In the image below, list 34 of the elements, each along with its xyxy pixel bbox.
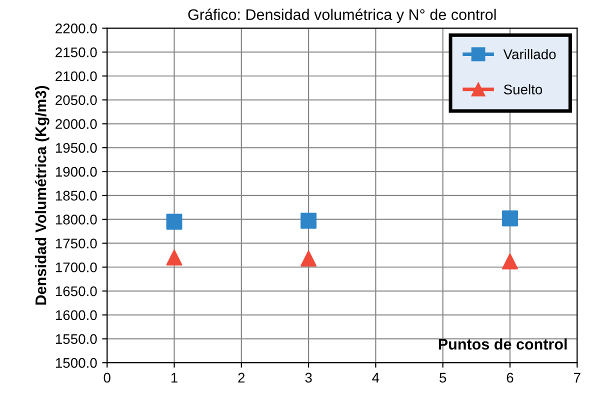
point (502, 210, 518, 226)
y-tick-label: 1700.0 (56, 262, 97, 272)
x-tick-label: 3 (305, 372, 312, 383)
y-tick-label: 2000.0 (56, 119, 97, 129)
y-tick-label: 1500.0 (56, 358, 97, 368)
legend-label: Varillado (503, 49, 556, 60)
y-tick-label: 1850.0 (56, 190, 97, 201)
x-tick-label: 0 (104, 372, 110, 383)
y-axis-title: Densidad Volumétrica (Kg/m3) (34, 86, 50, 305)
y-tick-label: 2050.0 (56, 95, 97, 106)
x-tick-label: 7 (574, 372, 580, 382)
x-tick-label: 6 (506, 372, 514, 383)
y-tick-label: 2150.0 (56, 47, 97, 58)
chart-title: Gráfico: Densidad volumétrica y N° de control (188, 8, 496, 24)
x-tick-label: 2 (238, 372, 245, 382)
legend-label: Suelto (504, 84, 542, 94)
y-tick-label: 2100.0 (56, 71, 97, 82)
y-tick-label: 1800.0 (56, 214, 97, 225)
point (502, 253, 518, 270)
point (166, 250, 182, 266)
y-tick-label: 2200.0 (56, 24, 97, 34)
y-tick-label: 1900.0 (56, 166, 97, 177)
x-tick-label: 1 (171, 372, 178, 382)
x-tick-label: 5 (440, 372, 446, 383)
y-tick-label: 1550.0 (56, 334, 97, 344)
y-tick-label: 1600.0 (56, 310, 97, 320)
y-tick-label: 1750.0 (56, 238, 97, 248)
point (300, 212, 317, 229)
x-axis-title: Puntos de control (438, 338, 567, 350)
point (166, 214, 182, 230)
y-tick-label: 1650.0 (56, 286, 97, 296)
y-tick-label: 1950.0 (56, 143, 97, 153)
x-tick-label: 4 (372, 372, 380, 382)
point (300, 250, 317, 267)
